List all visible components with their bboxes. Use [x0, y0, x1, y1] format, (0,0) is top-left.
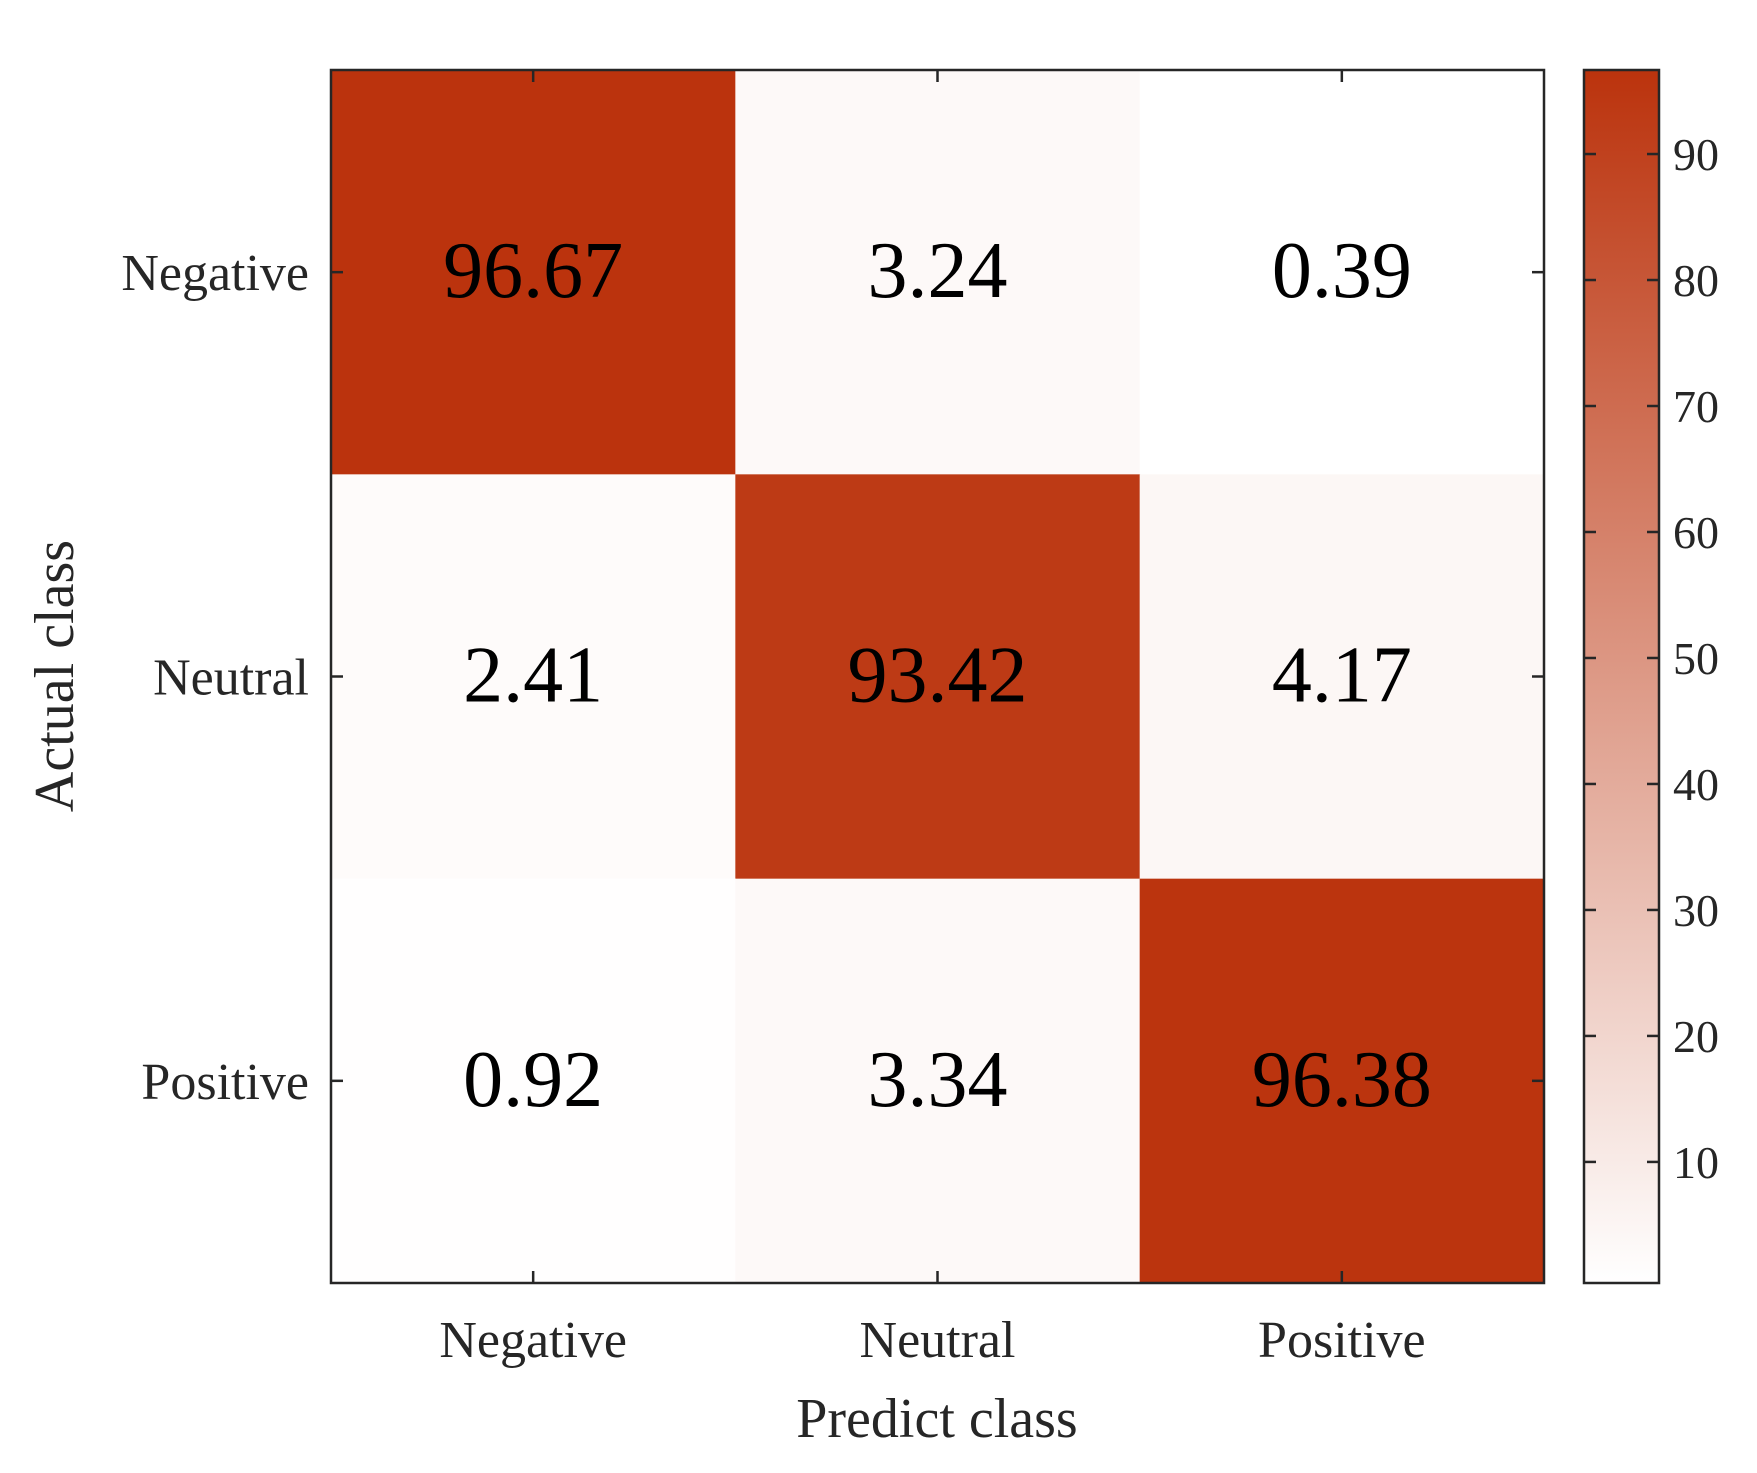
y-tick-label: Positive	[141, 1054, 309, 1111]
colorbar-tick-label: 40	[1673, 759, 1719, 810]
heatmap-cell-r1-c1	[735, 474, 1141, 880]
cell-value-label: 3.34	[868, 1036, 1008, 1124]
x-axis-ticks: Negative Neutral Positive	[439, 70, 1426, 1369]
colorbar: 10 20 30 40 50 60 70 80 90	[1582, 68, 1719, 1285]
y-axis-label: Actual class	[24, 540, 86, 812]
heatmap-cell-r1-c2	[1139, 474, 1545, 880]
y-axis-ticks: Negative Neutral Positive	[121, 245, 1544, 1111]
cell-value-label: 93.42	[848, 632, 1028, 720]
heatmap-cell-r2-c2	[1139, 878, 1545, 1284]
heatmap-cell-r2-c0	[331, 878, 736, 1284]
cell-value-label: 0.39	[1272, 227, 1412, 315]
cell-value-label: 0.92	[463, 1036, 603, 1124]
colorbar-tick-label: 80	[1673, 255, 1719, 306]
colorbar-frame	[1582, 68, 1661, 1285]
colorbar-tick-label: 60	[1673, 507, 1719, 558]
colorbar-tick-label: 70	[1673, 381, 1719, 432]
cell-value-label: 2.41	[463, 632, 603, 720]
heatmap-cell-r0-c0	[331, 70, 736, 475]
y-tick-label: Neutral	[153, 650, 309, 707]
colorbar-tick-label: 30	[1673, 885, 1719, 936]
heatmap-cell-r2-c1	[735, 878, 1141, 1284]
x-tick-label: Neutral	[860, 1312, 1016, 1369]
colorbar-tick-label: 20	[1673, 1011, 1719, 1062]
y-tick-label: Negative	[121, 245, 309, 302]
heatmap-cell-labels: 96.67 3.24 0.39 2.41 93.42 4.17 0.92 3.34 96.38	[443, 227, 1432, 1124]
cell-value-label: 96.38	[1252, 1036, 1432, 1124]
heatmap-cell-r0-c1	[735, 70, 1141, 475]
heatmap-cell-r0-c2	[1139, 70, 1545, 475]
heatmap-cell-r1-c0	[331, 474, 736, 880]
heatmap-cells	[331, 70, 1545, 1284]
colorbar-tick-label: 10	[1673, 1137, 1719, 1188]
cell-value-label: 3.24	[868, 227, 1008, 315]
colorbar-gradient	[1584, 70, 1659, 1283]
x-tick-label: Positive	[1258, 1312, 1426, 1369]
cell-value-label: 4.17	[1272, 632, 1412, 720]
colorbar-tick-label: 90	[1673, 129, 1719, 180]
colorbar-ticks: 10 20 30 40 50 60 70 80 90	[1584, 129, 1719, 1188]
x-axis-label: Predict class	[796, 1388, 1077, 1450]
colorbar-tick-label: 50	[1673, 633, 1719, 684]
cell-value-label: 96.67	[443, 227, 623, 315]
x-tick-label: Negative	[439, 1312, 627, 1369]
